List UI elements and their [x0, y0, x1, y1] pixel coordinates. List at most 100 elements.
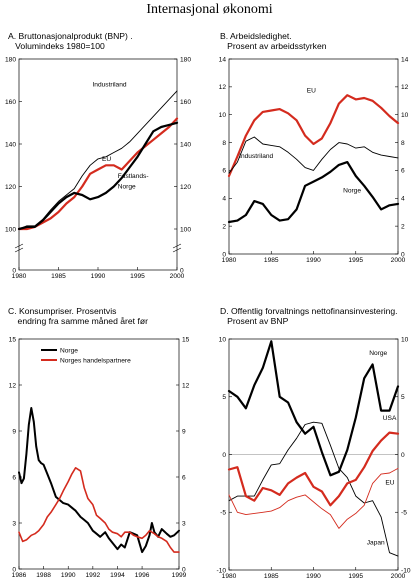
panel-c-ytick-label-right: 15 [182, 336, 190, 343]
panel-c-ytick-label-right: 12 [182, 382, 190, 389]
panel-b-ytick-label-right: 12 [401, 84, 409, 91]
panel-d-title-line2: Prosent av BNP [220, 316, 289, 326]
panel-d-series-usa [227, 431, 400, 507]
panel-a-axis-break-mark [14, 243, 24, 249]
panel-b-ytick-label-left: 14 [219, 56, 227, 63]
panel-d-series-label: EU [385, 480, 394, 487]
panel-d-series-label: USA [383, 415, 397, 422]
panel-d-ytick-label-left: -5 [220, 510, 226, 517]
panel-b-ytick-label-left: 2 [222, 223, 226, 230]
panel-b-title-line1: B. Arbeidsledighet. [220, 31, 292, 41]
panel-a-xtick-label: 1980 [12, 273, 27, 280]
panel-b-ytick-label-left: 6 [222, 168, 226, 175]
panel-c-ytick-label-left: 15 [9, 336, 17, 343]
panel-c-ytick-label-right: 3 [182, 520, 186, 527]
panel-c-ytick-label-right: 6 [182, 474, 186, 481]
panel-a-ytick-label-zero-left: 0 [12, 267, 16, 274]
panel-d-series-label: Norge [369, 350, 387, 357]
panel-b-ytick-label-right: 10 [401, 112, 409, 119]
panel-a-ytick-label-left: 100 [5, 226, 16, 233]
panel-b-xtick-label: 1985 [264, 257, 279, 264]
panel-d-series-eu [228, 467, 399, 529]
panel-b-title: B. Arbeidsledighet. Prosent av arbeidsst… [220, 31, 327, 51]
panel-b-ytick-label-left: 8 [222, 140, 226, 147]
panel-b-series-label: EU [307, 87, 316, 94]
panel-d-series-label: Japan [367, 540, 385, 547]
panel-a-xtick-label: 2000 [170, 273, 185, 280]
panel-a-title: A. Bruttonasjonalprodukt (BNP) . Volumin… [8, 31, 133, 51]
panel-c-series-norges-handelspartnere [18, 466, 180, 553]
panel-a-ytick-label-left: 140 [5, 141, 16, 148]
panel-d-xtick-label: 1990 [306, 573, 321, 580]
panel-a-title-line1: A. Bruttonasjonalprodukt (BNP) . [8, 31, 133, 41]
panel-a-axis-break-mark [172, 247, 182, 253]
panel-a-series-eu [17, 117, 179, 231]
panel-d-ytick-label-right: -5 [401, 510, 407, 517]
panel-a-ytick-label-right: 180 [180, 56, 191, 63]
panel-c-xtick-label: 1986 [12, 572, 27, 579]
panel-a-axis-break-mark [172, 243, 182, 249]
panel-b-xtick-label: 1980 [222, 257, 237, 264]
panel-d-series-norge [227, 340, 400, 477]
panel-d-ytick-label-left: -10 [216, 567, 226, 574]
panel-d-ytick-label-left: 10 [219, 336, 227, 343]
panel-c-ytick-label-right: 9 [182, 428, 186, 435]
panel-b-ytick-label-right: 6 [401, 168, 405, 175]
panel-c-ytick-label-left: 0 [12, 566, 16, 573]
panel-a-frame [18, 58, 178, 271]
panel-c-xtick-label: 1999 [172, 572, 187, 579]
panel-b-ytick-label-right: 14 [401, 56, 409, 63]
panel-d-ytick-label-right: 10 [401, 336, 409, 343]
panel-c-ytick-label-left: 9 [12, 428, 16, 435]
panel-b-ytick-label-left: 4 [222, 196, 226, 203]
panel-a-xtick-label: 1995 [130, 273, 145, 280]
panel-a-ytick-label-left: 180 [5, 56, 16, 63]
panel-b-xtick-label: 2000 [391, 257, 406, 264]
panel-c-xtick-label: 1990 [61, 572, 76, 579]
panel-b-ytick-label-right: 0 [401, 251, 405, 258]
panel-b-ytick-label-right: 2 [401, 223, 405, 230]
panel-d-xtick-label: 1980 [222, 573, 237, 580]
panel-a-series-industriland [18, 90, 178, 230]
panel-b-series-industriland [228, 136, 399, 174]
panel-a-series-label: Industriland [92, 82, 126, 89]
panel-a-ytick-label-zero-right: 0 [180, 267, 184, 274]
panel-c-xtick-label: 1988 [36, 572, 51, 579]
panel-d-xtick-label: 1995 [348, 573, 363, 580]
panel-a-xtick-label: 1985 [51, 273, 66, 280]
panel-d-xtick-label: 2000 [391, 573, 406, 580]
panel-a-series-fastlands-norge [17, 121, 179, 231]
panel-d-title: D. Offentlig forvaltnings nettofinansinv… [220, 306, 398, 326]
panel-b-series-eu [227, 94, 400, 178]
panel-b-series-norge [227, 161, 400, 224]
panel-b-ytick-label-left: 10 [219, 112, 227, 119]
panel-a-ytick-label-right: 120 [180, 184, 191, 191]
panel-a-axis-break-mark [14, 247, 24, 253]
panel-d-title-line1: D. Offentlig forvaltnings nettofinansinv… [220, 306, 398, 316]
panel-b-series-label: Industriland [239, 153, 273, 160]
panel-b-xtick-label: 1995 [348, 257, 363, 264]
panel-c-legend-label: Norge [60, 347, 78, 354]
panel-b-title-line2: Prosent av arbeidsstyrken [220, 41, 327, 51]
panel-c-frame [18, 338, 180, 570]
panel-b-ytick-label-left: 0 [222, 251, 226, 258]
panel-d-xtick-label: 1985 [264, 573, 279, 580]
panel-c-title-line2: endring fra samme måned året før [8, 316, 148, 326]
panel-c-xtick-label: 1992 [86, 572, 101, 579]
panel-c-title-line1: C. Konsumpriser. Prosentvis [8, 306, 117, 316]
panel-a-xtick-label: 1990 [91, 273, 106, 280]
panel-d-ytick-label-right: 5 [401, 394, 405, 401]
panel-c-title: C. Konsumpriser. Prosentvis endring fra … [8, 306, 148, 326]
page-title: Internasjonal økonomi [146, 2, 273, 17]
panel-d-ytick-label-left: 0 [222, 452, 226, 459]
panel-c-legend-label: Norges handelspartnere [60, 357, 131, 364]
panel-a-title-line2: Volumindeks 1980=100 [8, 41, 105, 51]
panel-b-ytick-label-right: 4 [401, 196, 405, 203]
panel-a-series-label: EU [102, 156, 111, 163]
panel-b-xtick-label: 1990 [306, 257, 321, 264]
panel-a-ytick-label-left: 160 [5, 99, 16, 106]
panel-d-ytick-label-right: -10 [401, 567, 411, 574]
panel-a-ytick-label-right: 140 [180, 141, 191, 148]
panel-c-xtick-label: 1994 [110, 572, 125, 579]
